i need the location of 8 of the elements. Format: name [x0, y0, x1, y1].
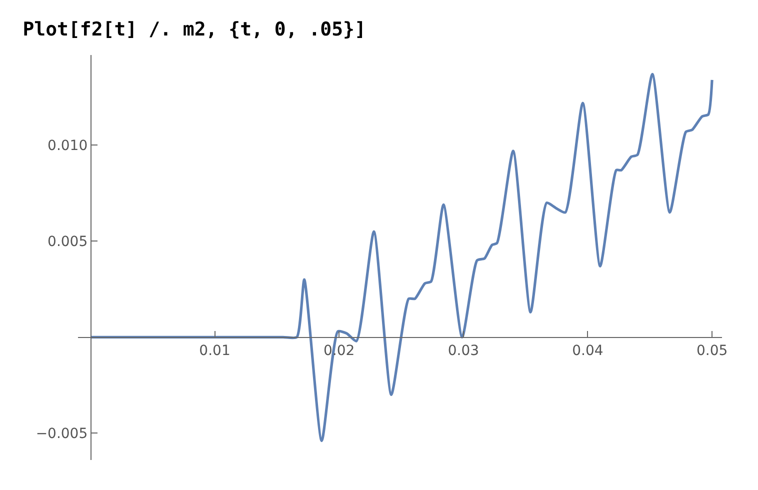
- x-tick-label: 0.04: [572, 342, 604, 359]
- y-tick-label: −0.005: [36, 426, 88, 442]
- x-tick-label: 0.05: [696, 342, 728, 359]
- x-tick-label: 0.03: [448, 342, 479, 359]
- y-tick-label: 0.010: [48, 138, 88, 154]
- y-tick-label: 0.005: [48, 234, 88, 250]
- chart-title: Plot[f2[t] /. m2, {t, 0, .05}]: [22, 18, 366, 40]
- x-tick-label: 0.01: [199, 342, 230, 359]
